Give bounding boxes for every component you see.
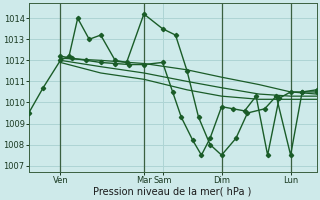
X-axis label: Pression niveau de la mer( hPa ): Pression niveau de la mer( hPa ) [93, 187, 252, 197]
